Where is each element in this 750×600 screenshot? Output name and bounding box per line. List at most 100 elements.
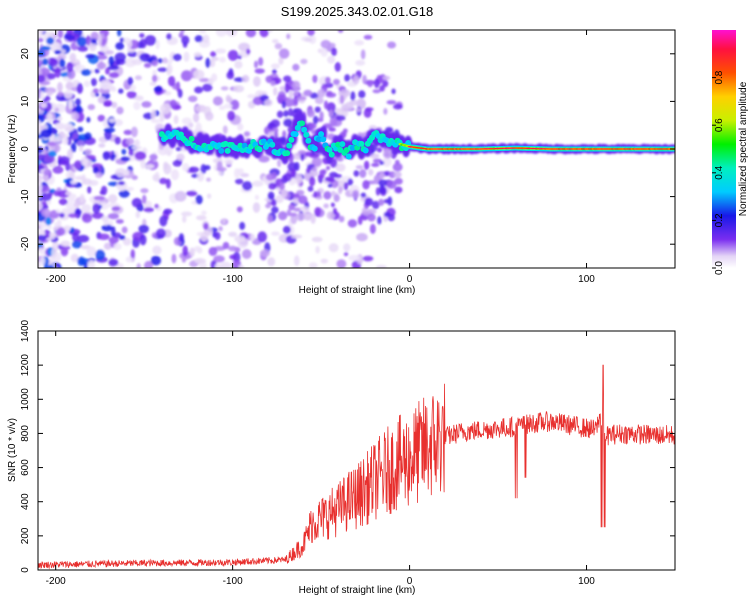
spectrogram-cell: [256, 146, 263, 153]
spectrogram-cell: [272, 69, 277, 75]
spectrogram-cell: [264, 99, 273, 107]
spectrogram-cell: [123, 129, 133, 135]
spectrogram-cell: [294, 161, 300, 171]
spectrogram-cell: [54, 67, 62, 78]
spectrogram-cell: [80, 68, 92, 76]
spectrogram-cell: [195, 194, 203, 205]
spectrogram-cell: [74, 175, 86, 181]
spectrogram-cell: [160, 103, 172, 115]
spectrogram-cell: [114, 136, 121, 145]
spectrogram-cell: [323, 100, 329, 110]
spectrogram-y-tick-label: -10: [20, 189, 31, 204]
spectrogram-cell: [336, 259, 347, 268]
spectrogram-cell: [126, 91, 137, 99]
spectrogram-cell: [73, 200, 80, 209]
spectrogram-cell: [129, 84, 137, 92]
spectrogram-cell: [327, 183, 333, 188]
spectrogram-cell: [270, 119, 281, 128]
spectrogram-cell: [342, 128, 348, 133]
spectrogram-cell: [227, 110, 236, 121]
spectrogram-cell: [90, 31, 99, 42]
spectrogram-y-tick-label: -20: [20, 237, 31, 252]
colorbar-tick-label: 0.2: [714, 213, 725, 227]
spectrogram-cell: [154, 203, 159, 209]
spectrogram-y-ticks: -20 -10 0 10 20: [20, 48, 675, 252]
spectrogram-cell: [127, 76, 134, 86]
spectrogram-cell: [151, 60, 159, 67]
spectrogram-cell: [87, 186, 92, 194]
spectrogram-cell: [331, 47, 337, 57]
spectrogram-cell: [328, 109, 334, 118]
spectrogram-cell: [48, 150, 57, 157]
spectrogram-x-ticks: -200 -100 0 100: [46, 30, 595, 285]
spectrogram-cell: [131, 126, 138, 138]
spectrogram-cell: [141, 194, 147, 204]
figure-title: S199.2025.343.02.01.G18: [281, 4, 434, 19]
spectrogram-y-tick-label: 20: [20, 48, 31, 60]
spectrogram-cell: [344, 102, 354, 111]
spectrogram-cell: [265, 203, 271, 209]
snr-frame: [37, 330, 676, 571]
snr-y-tick-label: 400: [20, 493, 31, 510]
spectrogram-cell: [271, 39, 279, 44]
spectrogram-cell: [278, 56, 284, 65]
spectrogram-cell: [72, 232, 80, 242]
spectrogram-cell: [108, 194, 118, 203]
spectrogram-cell: [80, 156, 89, 167]
spectrogram-cell: [394, 177, 403, 185]
spectrogram-cell: [253, 76, 261, 87]
spectrogram-cell: [320, 258, 328, 264]
spectrogram-cell: [286, 209, 292, 217]
spectrogram-cell: [258, 57, 264, 66]
spectrogram-cell: [293, 91, 299, 97]
spectrogram-cell: [108, 72, 120, 79]
spectrogram-cell: [386, 180, 397, 189]
spectrogram-cell: [71, 240, 83, 249]
spectrogram-cell: [74, 160, 82, 170]
spectrogram-cell: [296, 96, 307, 101]
spectrogram-cell: [180, 211, 193, 217]
spectrogram-cell: [376, 147, 383, 153]
spectrogram-cell: [312, 74, 318, 84]
spectrogram-cell: [113, 243, 122, 250]
spectrogram-cell: [170, 169, 180, 181]
spectrogram-cell: [106, 85, 115, 90]
spectrogram-cell: [43, 264, 55, 268]
spectrogram-cell: [38, 74, 46, 83]
spectrogram-cell: [354, 40, 365, 46]
snr-x-ticks: -200 -100 0 100: [46, 331, 595, 587]
spectrogram-cell: [87, 104, 96, 111]
spectrogram-cell: [111, 206, 121, 211]
spectrogram-cell: [141, 101, 152, 108]
spectrogram-cell: [77, 140, 86, 147]
spectrogram-cell: [358, 140, 365, 147]
spectrogram-cell: [108, 258, 119, 267]
spectrogram-cell: [320, 136, 327, 143]
spectrogram-cell: [107, 65, 120, 71]
spectrogram-cell: [90, 38, 97, 44]
spectrogram-cell: [70, 142, 77, 153]
spectrogram-cell: [126, 137, 135, 146]
snr-x-label: Height of straight line (km): [299, 585, 416, 596]
spectrogram-cell: [367, 213, 376, 222]
spectrogram-cell: [372, 200, 380, 210]
spectrogram-cell: [258, 155, 270, 163]
spectrogram-cell: [292, 63, 300, 71]
spectrogram-cell: [305, 137, 312, 144]
spectrogram-cell: [316, 191, 321, 198]
spectrogram-cell: [303, 131, 310, 138]
spectrogram-cell: [318, 131, 325, 138]
spectrogram-cell: [229, 254, 237, 260]
spectrogram-cell: [66, 62, 74, 73]
spectrogram-cell: [323, 191, 332, 200]
spectrogram-cell: [188, 135, 195, 142]
spectrogram-cell: [362, 147, 369, 154]
spectrogram-cell: [212, 96, 223, 106]
snr-y-tick-label: 600: [20, 459, 31, 476]
spectrogram-cell: [167, 75, 176, 87]
spectrogram-cell: [70, 253, 79, 263]
spectrogram-cell: [127, 50, 138, 58]
spectrogram-cell: [65, 81, 74, 91]
spectrogram-cell: [229, 99, 240, 111]
